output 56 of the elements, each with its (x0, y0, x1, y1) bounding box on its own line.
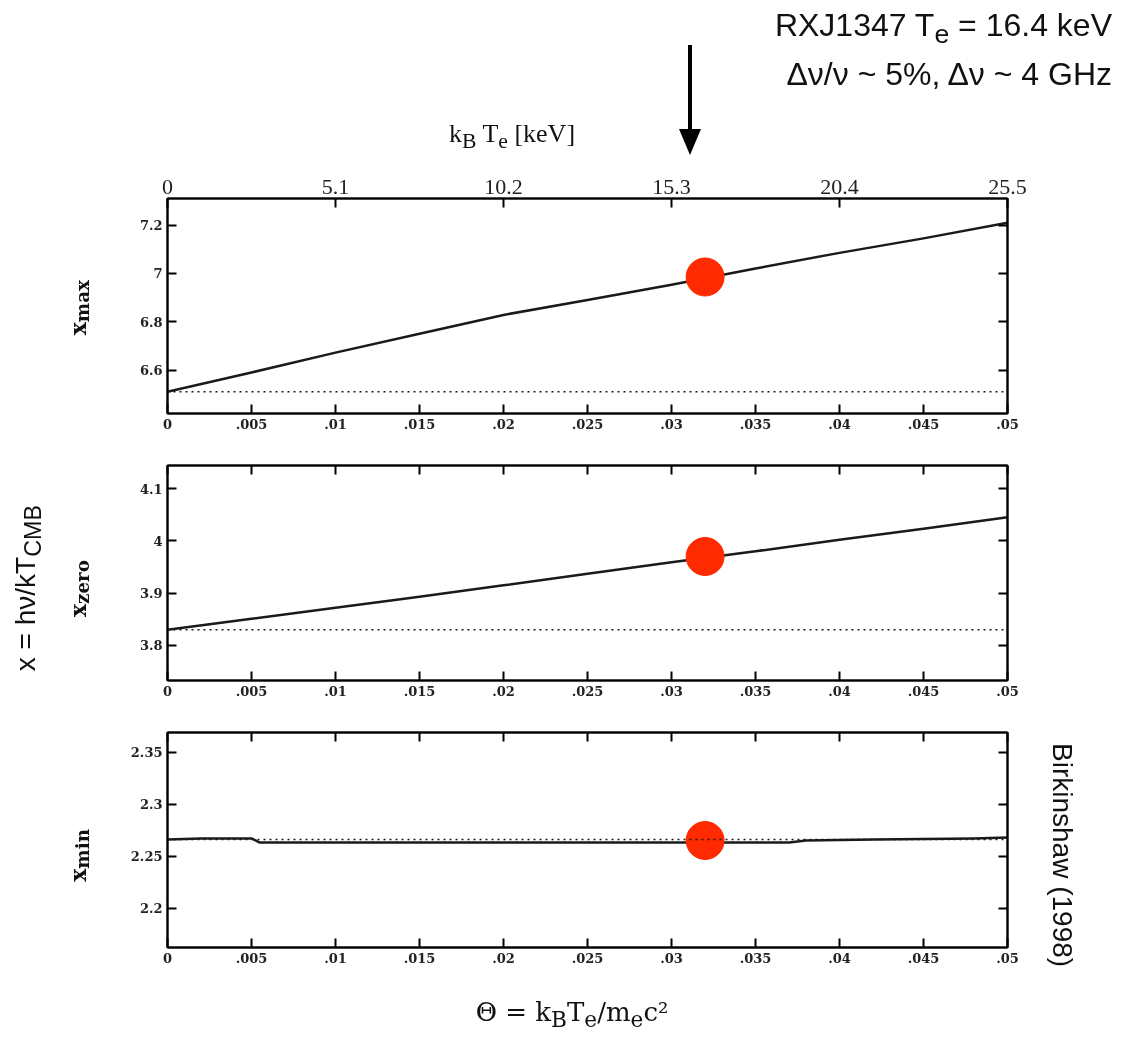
x-tick-label: .01 (324, 683, 347, 699)
x-tick-label: .01 (324, 950, 347, 966)
x-tick-label: .02 (492, 950, 515, 966)
x-tick-label: .035 (739, 950, 772, 966)
y-tick-label: 4 (153, 533, 163, 549)
y-tick-label: 2.35 (130, 745, 163, 761)
x2-tick-label: 25.5 (988, 173, 1027, 199)
x2-tick-label: 15.3 (652, 173, 691, 199)
y-tick-label: 7.2 (139, 218, 163, 234)
x2-tick-label: 0 (162, 173, 173, 199)
x-tick-label: .025 (571, 950, 604, 966)
x-tick-label: .04 (828, 416, 851, 432)
x2-tick-label: 5.1 (321, 173, 350, 199)
x-tick-label: .035 (739, 416, 772, 432)
x-tick-label: .015 (403, 950, 436, 966)
y-tick-label: 2.3 (139, 797, 163, 813)
x-tick-label: 0 (162, 950, 173, 966)
y-tick-label: 3.9 (139, 586, 163, 602)
x-tick-label: .045 (907, 950, 940, 966)
x-tick-label: .025 (571, 683, 604, 699)
x-tick-label: .025 (571, 416, 604, 432)
y-tick-label: 2.2 (139, 901, 163, 917)
x-axis-title: Θ = k$_{B}$T$_{e}$/m$_{e}$c² (474, 996, 670, 1035)
x2-axis-title: k$_{B}$ T$_{e}$ [keV] (448, 119, 576, 154)
x-tick-label: .05 (996, 950, 1019, 966)
x-tick-label: .005 (235, 416, 268, 432)
x2-tick-label: 10.2 (484, 173, 523, 199)
x-tick-label: .045 (907, 416, 940, 432)
x-tick-label: .03 (660, 416, 683, 432)
x-tick-label: .005 (235, 950, 268, 966)
y-tick-label: 4.1 (139, 481, 163, 497)
y-tick-label: 6.8 (139, 314, 163, 330)
x-tick-label: .005 (235, 683, 268, 699)
y-tick-label: 7 (153, 266, 163, 282)
x-tick-label: .035 (739, 683, 772, 699)
x-tick-label: .01 (324, 416, 347, 432)
y-tick-label: 2.25 (130, 849, 163, 865)
x-tick-label: .04 (828, 683, 851, 699)
x-tick-label: .03 (660, 950, 683, 966)
chart-title: RXJ1347 T$_{e}$ = 16.4 keV (774, 7, 1112, 50)
x-tick-label: .02 (492, 683, 515, 699)
x-tick-label: .045 (907, 683, 940, 699)
x2-tick-label: 20.4 (820, 173, 859, 199)
x-tick-label: .015 (403, 416, 436, 432)
x-tick-label: .03 (660, 683, 683, 699)
x-tick-label: 0 (162, 683, 173, 699)
x-tick-label: .05 (996, 416, 1019, 432)
x-tick-label: .02 (492, 416, 515, 432)
chart-subtitle: Δν/ν ~ 5%, Δν ~ 4 GHz (786, 56, 1112, 93)
x-tick-label: .05 (996, 683, 1019, 699)
x-tick-label: .04 (828, 950, 851, 966)
x-tick-label: 0 (162, 416, 173, 432)
text: Birkinshaw (1998) (1046, 743, 1079, 968)
x-tick-label: .015 (403, 683, 436, 699)
y-tick-label: 3.8 (139, 638, 163, 654)
y-tick-label: 6.6 (139, 363, 163, 379)
